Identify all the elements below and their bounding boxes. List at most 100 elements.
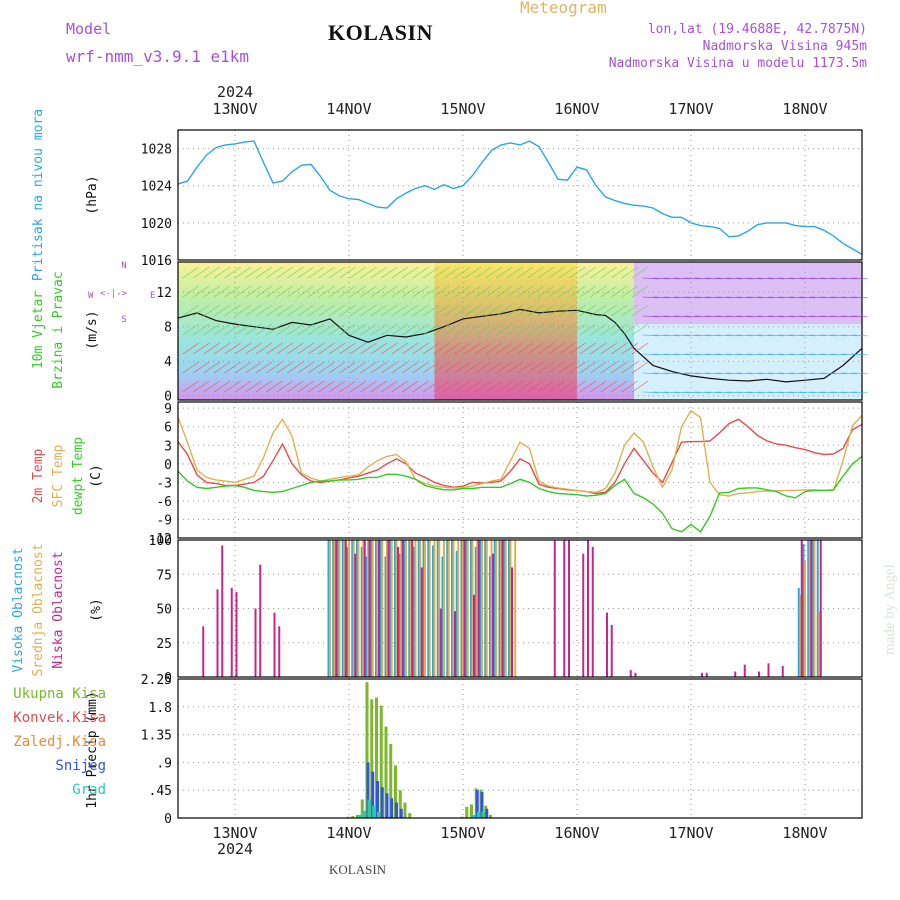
y-tick-label: -3 xyxy=(156,476,172,491)
wind-streak xyxy=(401,285,419,298)
bar xyxy=(484,540,487,677)
wind-streak xyxy=(307,361,325,374)
bar xyxy=(235,592,238,677)
bar xyxy=(399,808,403,818)
wind-streak xyxy=(318,342,335,355)
wind-streak xyxy=(485,323,503,336)
y-tick-label: 4 xyxy=(164,355,172,370)
wind-streak xyxy=(213,266,231,279)
bar xyxy=(804,560,806,677)
wind-streak xyxy=(192,323,210,336)
bar xyxy=(377,811,380,818)
bar xyxy=(389,540,392,677)
bar xyxy=(397,546,399,677)
bar xyxy=(394,540,396,677)
wind-streak xyxy=(401,361,419,374)
wind-streak xyxy=(318,323,335,336)
bar xyxy=(813,540,816,677)
y-tick-label: -12 xyxy=(149,532,172,547)
wind-streak xyxy=(799,315,816,318)
wind-streak xyxy=(464,342,482,355)
y-tick-label: 3 xyxy=(164,439,172,454)
bar xyxy=(587,540,589,677)
bottom-day-label: 18NOV xyxy=(782,824,827,842)
wind-streak xyxy=(401,323,419,336)
wind-streak xyxy=(224,380,241,393)
footer-station-name: KOLASIN xyxy=(329,862,387,877)
bar xyxy=(376,780,379,818)
wind-streak xyxy=(767,372,784,375)
wind-streak xyxy=(726,353,743,356)
direction-key: N xyxy=(121,261,126,271)
bar xyxy=(511,567,513,677)
wind-streak xyxy=(757,353,774,356)
wind-streak xyxy=(820,334,837,337)
wind-streak xyxy=(276,361,294,374)
wind-streak xyxy=(433,342,450,355)
wind-streak xyxy=(213,361,231,374)
wind-streak xyxy=(297,304,314,317)
bar xyxy=(408,540,411,677)
wind-streak xyxy=(809,296,826,299)
y-tick-label: 75 xyxy=(156,568,172,583)
wind-streak xyxy=(370,380,388,393)
wind-streak xyxy=(339,285,356,298)
wind-streak xyxy=(234,285,252,298)
wind-streak xyxy=(516,323,534,336)
wind-streak xyxy=(684,296,701,299)
wind-streak xyxy=(663,296,680,299)
bar xyxy=(606,612,608,677)
wind-streak xyxy=(328,285,346,298)
wind-streak xyxy=(705,277,722,280)
wind-streak xyxy=(475,266,492,279)
wind-streak xyxy=(537,266,555,279)
wind-streak xyxy=(830,353,847,356)
wind-streak xyxy=(496,304,513,317)
wind-streak xyxy=(694,372,711,375)
wind-streak xyxy=(673,334,690,337)
bar xyxy=(799,594,802,677)
wind-streak xyxy=(370,304,388,317)
bar xyxy=(443,540,445,677)
wind-streak xyxy=(579,266,597,279)
y-tick-label: .9 xyxy=(156,756,172,771)
wind-streak xyxy=(276,380,294,393)
wind-streak xyxy=(433,304,450,317)
precip-axis-title: 1hr Precip (mm) xyxy=(85,691,100,808)
station-title: KOLASIN xyxy=(328,20,433,45)
wind-streak xyxy=(516,361,534,374)
wind-streak xyxy=(307,380,325,393)
bar xyxy=(376,540,379,677)
wind-streak xyxy=(287,342,304,355)
panel-frame xyxy=(177,539,863,678)
wind-streak xyxy=(610,266,628,279)
bar xyxy=(411,540,414,677)
wind-streak xyxy=(747,353,764,356)
bar xyxy=(395,802,398,818)
wind-streak xyxy=(590,380,607,393)
wind-streak xyxy=(705,334,722,337)
bar xyxy=(818,611,821,677)
wind-streak xyxy=(360,304,377,317)
wind-streak xyxy=(694,296,711,299)
wind-streak xyxy=(851,372,868,375)
wind-streak xyxy=(830,277,847,280)
bar xyxy=(446,540,449,677)
wind-streak xyxy=(757,296,774,299)
wind-streak xyxy=(757,334,774,337)
y-tick-label: 1020 xyxy=(141,217,172,232)
wind-streak xyxy=(548,342,565,355)
wind-streak xyxy=(851,315,868,318)
wind-streak xyxy=(412,285,429,298)
wind-streak xyxy=(370,285,388,298)
wind-streak xyxy=(307,304,325,317)
wind-streak xyxy=(276,323,294,336)
wind-streak xyxy=(203,342,220,355)
wind-streak xyxy=(349,380,367,393)
bar xyxy=(375,540,377,677)
wind-streak xyxy=(694,334,711,337)
bar xyxy=(390,798,394,818)
series-line xyxy=(177,308,863,383)
wind-streak xyxy=(809,353,826,356)
bar xyxy=(370,699,374,818)
